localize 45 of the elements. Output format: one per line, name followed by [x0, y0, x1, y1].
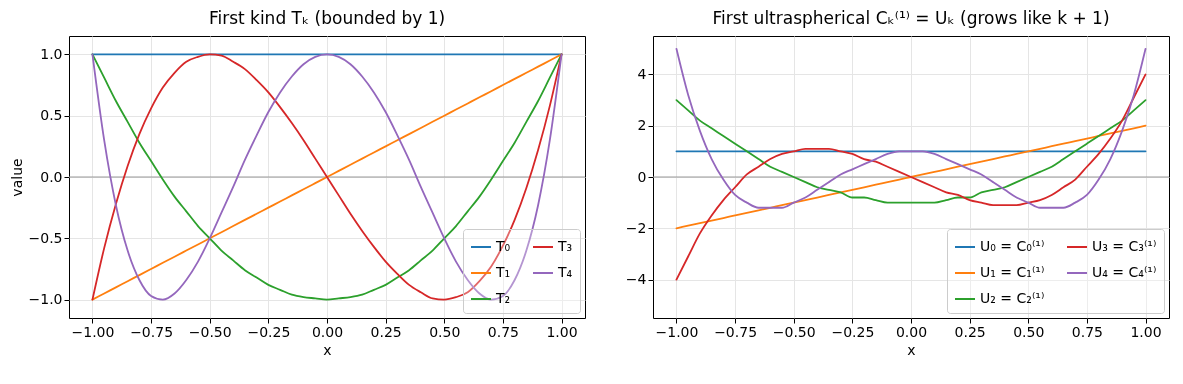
y-tick-label: 2 [637, 117, 647, 134]
y-tick-label: 0 [637, 168, 647, 185]
legend-label: T₂ [495, 290, 511, 306]
x-tick-label: −0.75 [130, 323, 174, 340]
legend-label: U₄ = C₄⁽¹⁾ [1092, 264, 1157, 280]
y-tick-label: −0.5 [28, 229, 63, 246]
x-tick-label: 0.50 [429, 323, 461, 340]
y-tick-label: −1.0 [28, 291, 63, 308]
x-tick-label: 0.00 [895, 323, 928, 340]
x-tick-label: 0.75 [487, 323, 519, 340]
x-tick-label: 0.00 [311, 323, 344, 340]
legend-label: T₄ [557, 264, 573, 280]
x-axis-title: x [907, 341, 916, 358]
y-tick-label: −4 [625, 271, 647, 288]
x-tick-label: 0.75 [1071, 323, 1103, 340]
y-tick-label: 0.0 [40, 168, 63, 185]
y-axis-title: value [8, 158, 25, 197]
legend-label: T₃ [557, 238, 573, 254]
y-tick-label: 4 [637, 65, 647, 82]
x-tick-label: 0.50 [1013, 323, 1045, 340]
x-tick-label: 1.00 [1130, 323, 1162, 340]
line-series [675, 47, 1147, 209]
legend-label: U₃ = C₃⁽¹⁾ [1092, 238, 1157, 254]
x-tick-label: −0.50 [772, 323, 816, 340]
y-tick-label: −2 [625, 219, 647, 236]
x-tick-label: −0.75 [714, 323, 758, 340]
legend-label: U₂ = C₂⁽¹⁾ [980, 290, 1045, 306]
chart-title: First kind Tₖ (bounded by 1) [208, 8, 446, 28]
line-series [675, 124, 1147, 230]
y-tick-label: 1.0 [40, 45, 63, 62]
legend-label: U₀ = C₀⁽¹⁾ [980, 238, 1045, 254]
x-tick-label: −0.25 [247, 323, 291, 340]
y-tick-label: 0.5 [40, 107, 63, 124]
x-tick-label: 0.25 [370, 323, 402, 340]
legend-label: T₁ [495, 264, 511, 280]
x-tick-label: −0.25 [831, 323, 875, 340]
x-tick-label: −0.50 [188, 323, 232, 340]
x-tick-label: −1.00 [655, 323, 699, 340]
x-tick-label: 1.00 [546, 323, 578, 340]
chart-title: First ultraspherical Cₖ⁽¹⁾ = Uₖ (grows like k + 1) [712, 8, 1110, 28]
line-series [675, 99, 1147, 204]
x-tick-label: 0.25 [954, 323, 986, 340]
x-axis-title: x [323, 341, 332, 358]
legend-label: U₁ = C₁⁽¹⁾ [980, 264, 1045, 280]
x-tick-label: −1.00 [71, 323, 115, 340]
